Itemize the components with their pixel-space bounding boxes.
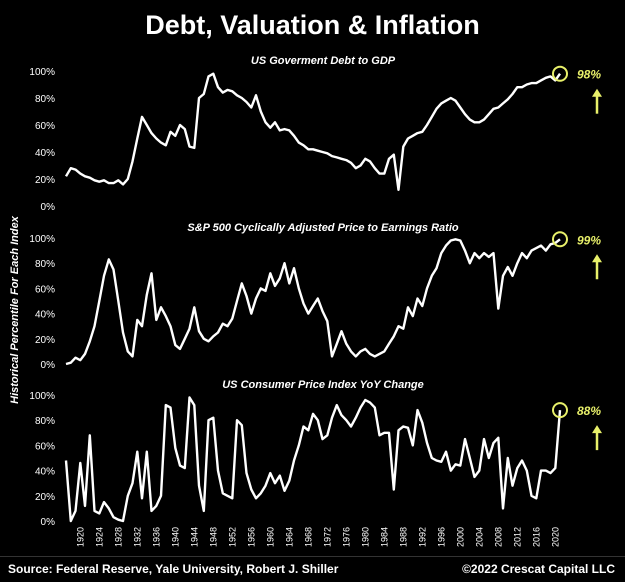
x-tick-label: 1920 <box>75 527 85 547</box>
y-tick-label: 40% <box>35 310 55 321</box>
y-tick-label: 100% <box>29 234 55 245</box>
copyright-note: ©2022 Crescat Capital LLC <box>462 562 615 576</box>
callout-label: 88% <box>577 404 601 418</box>
x-tick-label: 1952 <box>227 527 237 547</box>
x-tick-label: 2004 <box>474 527 484 547</box>
callout-circle <box>552 402 568 419</box>
panel-cape-ratio: 0% 20% 40% 60% 80% 100% S&P 500 Cyclically Adj… <box>29 222 602 371</box>
page-title: Debt, Valuation & Inflation <box>145 10 480 40</box>
x-tick-label: 1932 <box>132 527 142 547</box>
series-line <box>65 238 561 366</box>
x-tick-label: 1988 <box>398 527 408 547</box>
panel-title: S&P 500 Cyclically Adjusted Price to Ear… <box>187 222 458 234</box>
source-note: Source: Federal Reserve, Yale University… <box>8 562 339 576</box>
arrow-head-icon <box>592 88 602 97</box>
callout-circle <box>552 231 568 248</box>
arrow-head-icon <box>592 425 602 434</box>
x-tick-label: 1972 <box>322 527 332 547</box>
series-line <box>64 396 562 523</box>
x-tick-label: 1960 <box>265 527 275 547</box>
x-tick-label: 1944 <box>189 527 199 547</box>
x-tick-label: 1980 <box>360 527 370 547</box>
x-tick-label: 1928 <box>113 527 123 547</box>
x-tick-label: 2016 <box>531 527 541 547</box>
x-tick-label: 1948 <box>208 527 218 547</box>
y-tick-label: 20% <box>35 492 55 503</box>
callout-label: 99% <box>577 233 601 247</box>
y-tick-label: 100% <box>29 391 55 402</box>
y-axis-title: Historical Percentile For Each Index <box>9 216 21 404</box>
x-tick-label: 1992 <box>417 527 427 547</box>
y-tick-label: 60% <box>35 441 55 452</box>
x-tick-label: 1996 <box>436 527 446 547</box>
y-tick-label: 80% <box>35 94 55 105</box>
x-tick-label: 2000 <box>455 527 465 547</box>
x-tick-label: 1976 <box>341 527 351 547</box>
x-tick-label: 1936 <box>151 527 161 547</box>
y-tick-label: 80% <box>35 259 55 270</box>
y-tick-label: 60% <box>35 121 55 132</box>
x-tick-label: 1924 <box>94 527 104 547</box>
x-tick-label: 1968 <box>303 527 313 547</box>
y-tick-label: 60% <box>35 284 55 295</box>
x-axis: 1920 1924 1928 1932 1936 1940 1944 1948 1952 1956… <box>75 527 560 547</box>
y-tick-label: 20% <box>35 335 55 346</box>
x-tick-label: 2012 <box>512 527 522 547</box>
x-tick-label: 1940 <box>170 527 180 547</box>
y-tick-label: 0% <box>41 517 56 528</box>
footer-bar <box>0 556 625 582</box>
arrow-head-icon <box>592 254 602 263</box>
y-tick-label: 40% <box>35 467 55 478</box>
y-tick-label: 40% <box>35 148 55 159</box>
y-tick-label: 20% <box>35 175 55 186</box>
series-line <box>64 72 561 192</box>
x-tick-label: 2008 <box>493 527 503 547</box>
panel-title: US Goverment Debt to GDP <box>251 55 396 67</box>
y-tick-label: 0% <box>41 202 56 213</box>
panel-title: US Consumer Price Index YoY Change <box>222 379 424 391</box>
callout-label: 98% <box>577 68 601 82</box>
y-tick-label: 0% <box>41 360 56 371</box>
y-tick-label: 80% <box>35 416 55 427</box>
panel-debt-to-gdp: 0% 20% 40% 60% 80% 100% US Goverment Debt to G… <box>29 55 602 213</box>
x-tick-label: 1956 <box>246 527 256 547</box>
x-tick-label: 2020 <box>550 527 560 547</box>
y-tick-label: 100% <box>29 67 55 78</box>
x-tick-label: 1964 <box>284 527 294 547</box>
panel-cpi-yoy: 0% 20% 40% 60% 80% 100% US Consumer Price Inde… <box>29 379 602 528</box>
x-tick-label: 1984 <box>379 527 389 547</box>
callout-circle <box>552 65 568 82</box>
